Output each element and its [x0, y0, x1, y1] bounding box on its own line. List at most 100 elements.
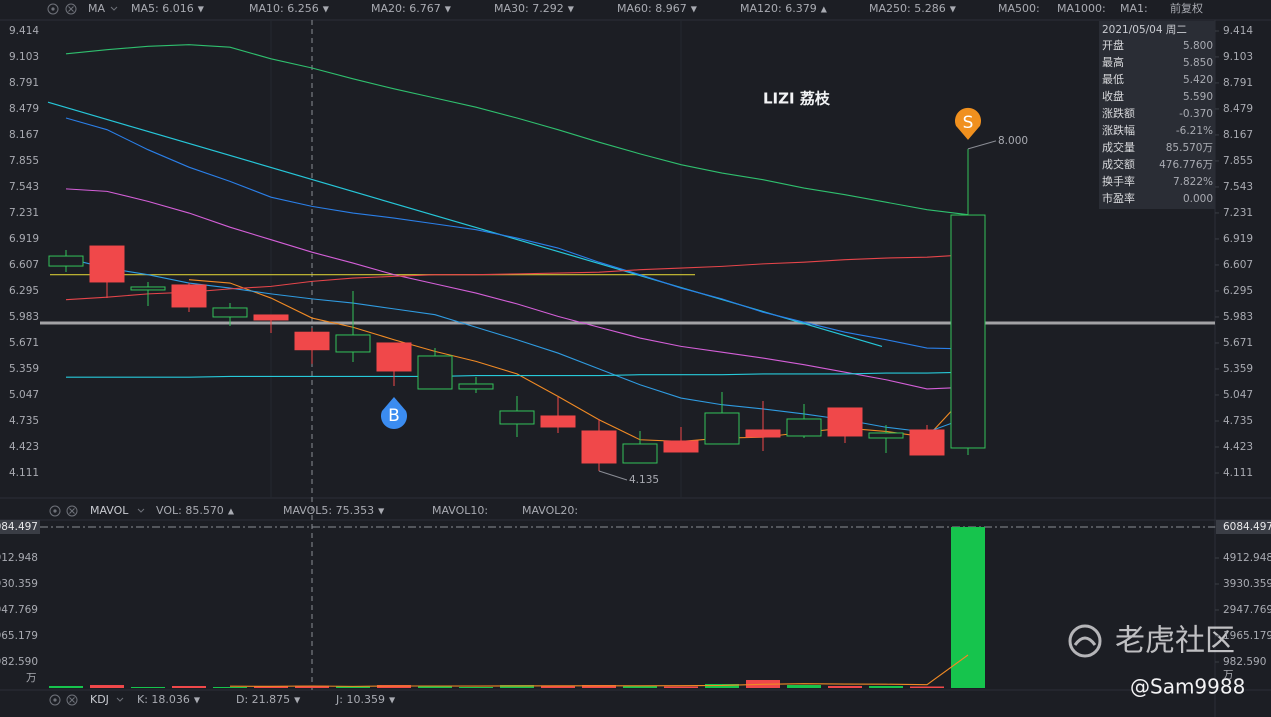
info-value: 476.776万 — [1159, 159, 1213, 171]
info-value: 7.822% — [1173, 176, 1213, 188]
y-tick-label: 9.414 — [1223, 25, 1253, 37]
legend-arrow: ▲ — [821, 5, 828, 14]
legend-label[interactable]: MAVOL20: — [522, 504, 578, 517]
legend-arrow: ▼ — [389, 696, 396, 705]
legend-label[interactable]: J: 10.359 — [335, 693, 385, 706]
y-tick-label: 5.983 — [1223, 311, 1253, 323]
trade-marker — [381, 396, 408, 429]
y-tick-label: 6.919 — [9, 233, 39, 245]
legend-label[interactable]: MA500: — [998, 2, 1040, 15]
legend-label[interactable]: MA30: 7.292 — [494, 2, 564, 15]
info-panel — [1099, 21, 1215, 209]
y-tick-label: 1965.179 — [0, 630, 38, 642]
candle-body — [130, 286, 166, 291]
dropdown-icon[interactable] — [110, 6, 118, 11]
info-label: 开盘 — [1102, 38, 1124, 52]
legend-label[interactable]: MA1000: — [1057, 2, 1106, 15]
indicator-name[interactable]: MAVOL — [90, 504, 129, 517]
y-tick-label: 4.111 — [1223, 467, 1253, 479]
dropdown-icon[interactable] — [116, 697, 124, 702]
volume-bar — [459, 686, 493, 688]
legend-arrow: ▼ — [568, 5, 575, 14]
y-tick-label: 6084.497 — [1223, 521, 1271, 533]
legend-label[interactable]: MAVOL5: 75.353 — [283, 504, 374, 517]
indicator-name[interactable]: KDJ — [90, 693, 109, 706]
dropdown-icon[interactable] — [137, 508, 145, 513]
volume-bar — [295, 685, 329, 688]
volume-bar — [418, 685, 452, 688]
info-label: 涨跌幅 — [1102, 123, 1135, 137]
settings-icon[interactable] — [49, 694, 61, 706]
y-tick-label: 5.671 — [1223, 337, 1253, 349]
candle-body — [294, 331, 330, 351]
info-label: 成交额 — [1102, 157, 1135, 171]
info-label: 市盈率 — [1102, 191, 1135, 205]
volume-bar — [869, 685, 903, 688]
legend-label[interactable]: MA20: 6.767 — [371, 2, 441, 15]
candle-body — [827, 407, 863, 437]
y-tick-label: 3930.359 — [0, 578, 38, 590]
y-tick-label: 7.543 — [9, 181, 39, 193]
legend-label[interactable]: MAVOL10: — [432, 504, 488, 517]
legend-label[interactable]: MA10: 6.256 — [249, 2, 319, 15]
volume-bar — [131, 686, 165, 688]
tick-highlight — [1216, 520, 1271, 534]
candle-body — [417, 355, 453, 390]
adjust-button[interactable]: 前复权 — [1170, 1, 1203, 15]
y-tick-label: 2947.769 — [1223, 604, 1271, 616]
candle-body — [540, 415, 576, 428]
volume-bar — [828, 685, 862, 688]
volume-bar — [254, 686, 288, 688]
volume-bar — [951, 527, 985, 688]
ma-line — [65, 117, 969, 350]
close-icon[interactable] — [66, 694, 78, 706]
info-value: -0.370 — [1179, 108, 1213, 120]
y-tick-label: 6.607 — [9, 259, 39, 271]
close-icon[interactable] — [66, 505, 78, 517]
info-value: 5.420 — [1183, 74, 1213, 86]
y-tick-label: 6.919 — [1223, 233, 1253, 245]
candle-body — [950, 214, 986, 449]
volume-bar — [664, 686, 698, 688]
legend-label[interactable]: D: 21.875 — [236, 693, 290, 706]
legend-label[interactable]: MA60: 8.967 — [617, 2, 687, 15]
volume-bar — [910, 686, 944, 688]
y-tick-label: 5.359 — [1223, 363, 1253, 375]
info-label: 最高 — [1102, 55, 1124, 69]
volume-bar — [336, 686, 370, 688]
legend-label[interactable]: K: 18.036 — [137, 693, 190, 706]
ma-line — [65, 257, 969, 433]
indicator-name[interactable]: MA — [88, 2, 105, 15]
y-tick-label: 9.414 — [9, 25, 39, 37]
chart-title: LIZI 荔枝 — [763, 90, 831, 108]
info-value: -6.21% — [1176, 125, 1213, 137]
legend-label[interactable]: MA5: 6.016 — [131, 2, 194, 15]
y-tick-label: 5.671 — [9, 337, 39, 349]
trade-marker — [955, 107, 981, 140]
y-tick-label: 4.735 — [1223, 415, 1253, 427]
candle-body — [89, 245, 125, 283]
volume-bar — [213, 686, 247, 688]
y-tick-label: 5.983 — [9, 311, 39, 323]
volume-bar — [582, 685, 616, 688]
legend-label[interactable]: VOL: 85.570 — [156, 504, 224, 517]
legend-label[interactable]: MA250: 5.286 — [869, 2, 946, 15]
y-tick-label: 4912.948 — [1223, 552, 1271, 564]
close-icon[interactable] — [65, 3, 77, 15]
y-tick-label: 5.047 — [9, 389, 39, 401]
y-tick-label: 4.423 — [1223, 441, 1253, 453]
legend-label[interactable]: MA120: 6.379 — [740, 2, 817, 15]
annotation-leader — [598, 470, 628, 481]
candle-body — [622, 443, 658, 464]
candle-body — [335, 334, 371, 353]
volume-bar — [623, 685, 657, 688]
volume-bar — [172, 685, 206, 688]
candle-body — [376, 342, 412, 372]
watermark-logo — [1068, 624, 1102, 658]
settings-icon[interactable] — [49, 505, 61, 517]
y-tick-label: 982.590 — [1223, 656, 1266, 668]
settings-icon[interactable] — [47, 3, 59, 15]
legend-label[interactable]: MA1: — [1120, 2, 1148, 15]
y-tick-label: 1965.179 — [1223, 630, 1271, 642]
